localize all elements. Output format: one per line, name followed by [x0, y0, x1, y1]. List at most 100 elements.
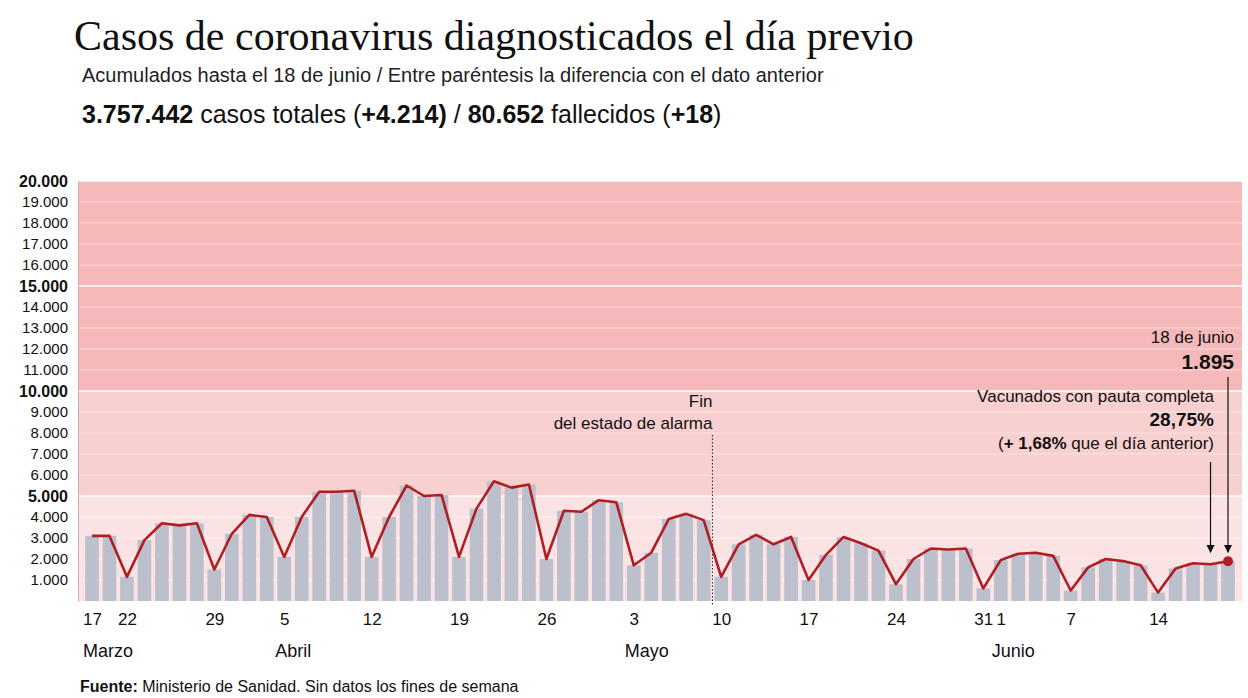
y-tick-label: 15.000	[19, 278, 68, 295]
bar	[417, 496, 431, 601]
bar	[242, 515, 256, 601]
bar	[1204, 564, 1218, 601]
grid-line	[78, 454, 1242, 455]
x-tick: 3	[630, 601, 639, 629]
y-tick: 6.000	[30, 466, 78, 483]
bar	[155, 523, 169, 601]
bar	[977, 588, 991, 601]
y-tick: 17.000	[22, 235, 78, 252]
bar	[575, 512, 589, 601]
y-tick: 14.000	[22, 298, 78, 315]
bar	[505, 488, 519, 601]
y-tick-label: 2.000	[30, 550, 68, 567]
bar	[365, 557, 379, 601]
x-tick: 7	[1066, 601, 1075, 629]
y-axis-line	[78, 182, 79, 602]
x-tick-label: 17	[800, 610, 819, 629]
band	[78, 181, 1242, 286]
x-tick-label: 19	[450, 610, 469, 629]
grid-line	[78, 202, 1242, 203]
bar	[592, 500, 606, 601]
y-tick: 9.000	[30, 403, 78, 420]
y-tick-label: 10.000	[19, 383, 68, 400]
y-tick: 4.000	[30, 508, 78, 525]
y-tick-label: 3.000	[30, 529, 68, 546]
y-tick-label: 6.000	[30, 466, 68, 483]
y-tick: 20.000	[19, 173, 78, 190]
y-tick-label: 16.000	[22, 256, 68, 273]
x-tick: 12	[363, 601, 382, 629]
y-tick-label: 4.000	[30, 508, 68, 525]
vaccinated-delta-part: que el día anterior)	[1067, 434, 1214, 453]
x-tick: 31	[974, 601, 993, 629]
x-tick: 26	[537, 601, 556, 629]
bar	[802, 580, 816, 601]
y-tick-label: 7.000	[30, 445, 68, 462]
last-value: 1.895	[1181, 350, 1234, 373]
x-tick-label: 14	[1149, 610, 1168, 629]
x-axis: 17222951219263101724311714	[83, 601, 1228, 629]
bar	[208, 570, 222, 602]
bar	[330, 492, 344, 601]
y-tick-label: 9.000	[30, 403, 68, 420]
x-tick: 22	[118, 601, 137, 629]
y-tick: 7.000	[30, 445, 78, 462]
header-part: 80.652	[468, 100, 544, 128]
grid-line	[78, 475, 1242, 476]
bar	[854, 543, 868, 601]
bar	[837, 537, 851, 601]
last-date: 18 de junio	[1151, 328, 1234, 347]
y-tick-label: 17.000	[22, 235, 68, 252]
y-tick: 11.000	[23, 361, 78, 378]
grid-line	[78, 244, 1242, 245]
line	[92, 481, 1228, 592]
x-tick-label: 22	[118, 610, 137, 629]
x-tick: 24	[887, 601, 906, 629]
x-tick: 10	[712, 601, 731, 629]
grid-line	[78, 223, 1242, 224]
vaccinated-arrow	[1210, 462, 1211, 552]
y-tick-label: 19.000	[22, 193, 68, 210]
x-tick-label: 17	[83, 610, 102, 629]
annotation-line	[712, 435, 713, 605]
y-tick: 2.000	[30, 550, 78, 567]
grid-line	[78, 328, 1242, 329]
y-tick: 1.000	[30, 571, 78, 588]
bar	[714, 577, 728, 601]
y-tick: 13.000	[22, 319, 78, 336]
bar	[85, 536, 99, 601]
vaccinated-text: Vacunados con pauta completa	[977, 387, 1214, 406]
vaccinated-value: 28,75%	[1150, 409, 1215, 430]
x-tick-label: 5	[280, 610, 289, 629]
y-tick: 8.000	[30, 424, 78, 441]
y-tick-label: 20.000	[19, 173, 68, 190]
y-tick: 3.000	[30, 529, 78, 546]
grid-line	[78, 349, 1242, 350]
y-tick-label: 11.000	[23, 361, 68, 378]
bar	[1011, 554, 1025, 601]
bar	[924, 549, 938, 602]
y-tick-label: 5.000	[28, 488, 68, 505]
header: 3.757.442 casos totales (+4.214) / 80.65…	[82, 100, 721, 128]
x-tick-label: 1	[997, 610, 1006, 629]
y-tick-label: 13.000	[22, 319, 68, 336]
bar	[749, 535, 763, 601]
bands	[78, 181, 1242, 601]
y-tick: 5.000	[28, 488, 78, 505]
y-tick: 10.000	[19, 383, 78, 400]
bar	[120, 577, 134, 601]
grid-line	[78, 180, 1242, 182]
last-arrow	[1227, 377, 1228, 552]
vaccinated-delta-part: + 1,68%	[1004, 434, 1067, 453]
bar	[452, 557, 466, 601]
x-tick: 1	[997, 601, 1006, 629]
bar	[889, 584, 903, 601]
band	[78, 286, 1242, 391]
marks	[85, 481, 1235, 601]
y-tick: 18.000	[22, 214, 78, 231]
x-tick: 17	[800, 601, 819, 629]
x-axis-line	[93, 601, 1229, 602]
bar	[1064, 591, 1078, 602]
grid-line	[78, 370, 1242, 371]
month-label: Abril	[275, 641, 311, 661]
